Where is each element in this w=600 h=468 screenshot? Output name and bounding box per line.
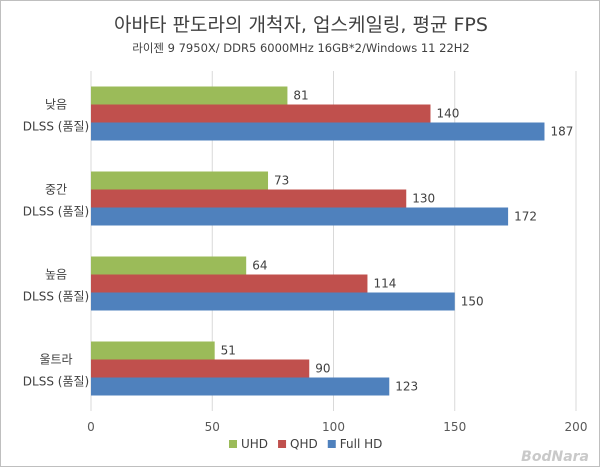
chart-subtitle: 라이젠 9 7950X/ DDR5 6000MHz 16GB*2/Windows… (132, 41, 470, 55)
data-label: 73 (274, 174, 289, 188)
bar-qhd (91, 359, 310, 378)
bar-uhd (91, 86, 288, 105)
category-labels: 낮음 DLSS (품질) 중간 DLSS (품질) 높음 DLSS (품질) 울트라 DLSS… (23, 98, 89, 389)
data-label: 140 (437, 107, 460, 121)
data-label: 51 (221, 344, 236, 358)
bar-full-hd (91, 207, 509, 226)
legend-swatch (229, 440, 237, 448)
x-tick-label: 50 (205, 420, 220, 434)
bar-qhd (91, 104, 431, 123)
bar-uhd (91, 341, 215, 360)
bar-full-hd (91, 377, 390, 396)
data-label: 187 (550, 125, 573, 139)
x-tick-label: 0 (87, 420, 95, 434)
legend: UHD QHD Full HD (229, 437, 382, 451)
x-tick-label: 100 (322, 420, 345, 434)
category-label: 울트라 (39, 353, 72, 367)
category-label: 높음 (45, 268, 67, 282)
legend-label: Full HD (340, 437, 383, 451)
x-tick-label: 200 (565, 420, 588, 434)
legend-label: QHD (290, 437, 318, 451)
bar-uhd (91, 171, 269, 190)
bar-full-hd (91, 122, 545, 141)
category-label: DLSS (품질) (23, 375, 89, 389)
legend-swatch (278, 440, 287, 448)
legend-swatch (327, 440, 336, 448)
category-label: DLSS (품질) (23, 290, 89, 304)
data-label: 81 (293, 89, 308, 103)
category-label: DLSS (품질) (23, 205, 89, 219)
data-labels: 81 140 187 73 130 172 64 114 150 51 90 123 (221, 89, 574, 394)
bars (91, 86, 545, 396)
data-label: 172 (514, 210, 537, 224)
category-label: DLSS (품질) (23, 120, 89, 134)
data-label: 130 (412, 192, 435, 206)
data-label: 64 (252, 259, 267, 273)
bar-qhd (91, 189, 407, 208)
x-tick-label: 150 (443, 420, 466, 434)
legend-label: UHD (241, 437, 268, 451)
category-label: 낮음 (45, 98, 67, 112)
watermark: BodNara (521, 449, 589, 465)
data-label: 90 (315, 362, 330, 376)
x-axis-ticks: 0 50 100 150 200 (87, 420, 587, 434)
bar-qhd (91, 274, 368, 293)
bar-full-hd (91, 292, 455, 311)
data-label: 150 (461, 295, 484, 309)
chart-title: 아바타 판도라의 개척자, 업스케일링, 평균 FPS (114, 14, 488, 36)
category-label: 중간 (45, 183, 67, 197)
bar-uhd (91, 256, 247, 275)
data-label: 114 (373, 277, 396, 291)
data-label: 123 (395, 380, 418, 394)
